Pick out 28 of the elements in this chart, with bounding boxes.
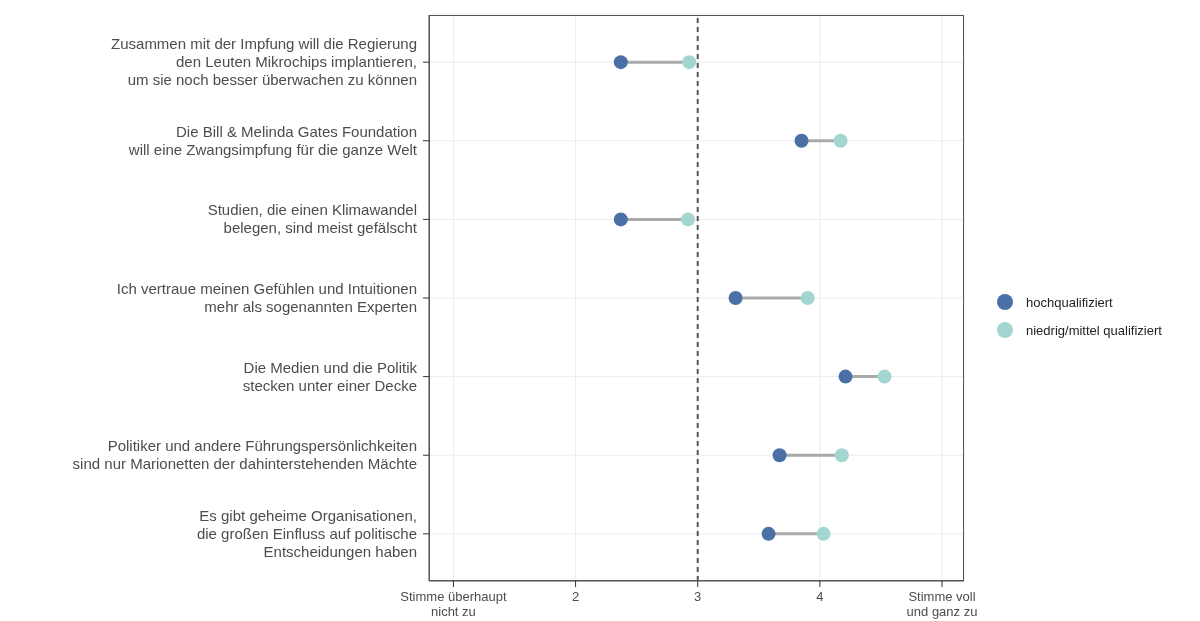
y-tick-label: Studien, die einen Klimawandel belegen, sind meist gefälscht [207, 201, 418, 237]
y-tick-label: Ich vertraue meinen Gefühlen und Intuitionen mehr als sogenannten Experten [116, 280, 417, 315]
point [838, 369, 853, 384]
point [834, 448, 849, 463]
point [800, 291, 815, 305]
point [613, 55, 628, 70]
x-tick-label: Stimme überhaupt nicht zu [400, 589, 507, 619]
point [816, 526, 831, 541]
point [761, 526, 776, 541]
point [680, 212, 695, 227]
point [833, 133, 848, 148]
point [682, 55, 697, 70]
legend-label: hochqualifiziert [1026, 294, 1113, 310]
y-tick-label: Die Medien und die Politik stecken unter einer Decke [242, 358, 418, 394]
legend-label: niedrig/mittel qualifiziert [1026, 322, 1162, 338]
x-tick-label: 2 [571, 589, 580, 604]
point [877, 369, 892, 384]
y-tick-label: Zusammen mit der Impfung will die Regierung den Leuten Mikrochips implantieren, um sie noch besser überwachen zu können [111, 35, 417, 89]
x-tick-label: 3 [694, 589, 702, 604]
x-tick-label: Stimme voll und ganz zu [906, 589, 978, 619]
y-tick-label: Die Bill & Melinda Gates Foundation will eine Zwangsimpfung für die ganze Welt [127, 122, 418, 158]
point [728, 291, 743, 305]
point [772, 448, 787, 463]
y-tick-label: Politiker und andere Führungspersönlichkeiten sind nur Marionetten der dahinterstehenden Mächte [72, 437, 417, 473]
point [794, 133, 809, 148]
x-tick-label: 4 [816, 589, 824, 604]
point [613, 212, 628, 227]
y-tick-label: Es gibt geheime Organisationen, die großen Einfluss auf politische Entscheidungen haben [196, 506, 417, 560]
